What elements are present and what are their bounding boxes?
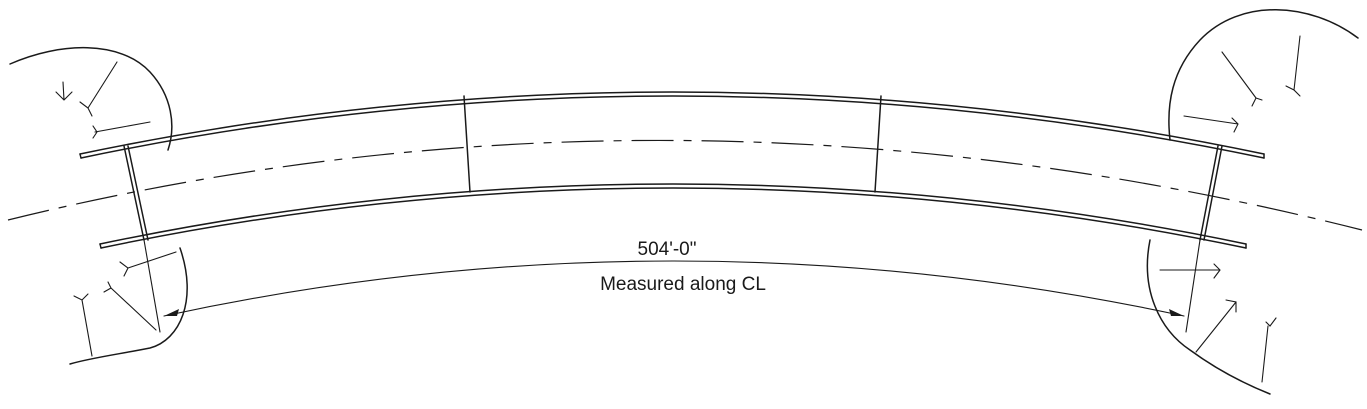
left-abutment-slope [9,46,188,365]
dimension-note-label: Measured along CL [600,274,766,295]
dimension-arrow-left [164,309,179,316]
left-slope-hatching [55,61,177,357]
centerline [7,139,1363,231]
pier-lines [463,95,882,193]
right-abutment-slope [1146,9,1359,395]
dimension-line [163,260,1185,317]
right-slope-hatching [1159,35,1301,383]
deck-bottom-edge [99,183,1247,249]
dimension-arrow-right [1169,309,1184,316]
dimension-length-label: 504'-0" [638,239,697,260]
deck-top-edge [79,91,1265,159]
dimension-extension-lines [143,239,1201,333]
abutment-end-lines [123,145,1223,241]
